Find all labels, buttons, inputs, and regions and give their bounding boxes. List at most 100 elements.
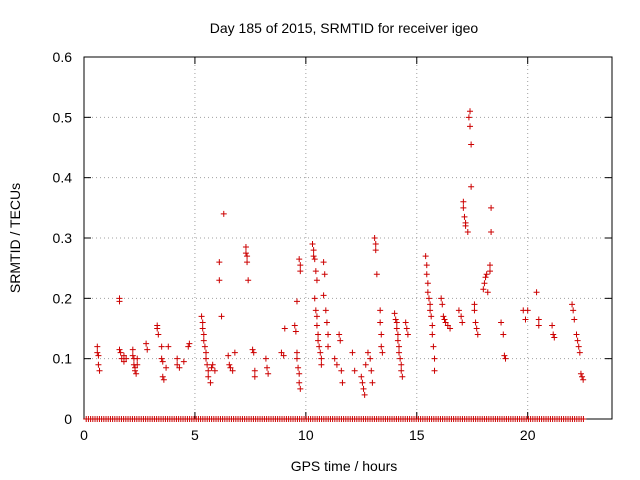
data-point-144 (394, 331, 401, 338)
data-point-136 (377, 319, 384, 326)
data-point-129 (368, 367, 375, 374)
data-point-82 (293, 355, 300, 362)
data-point-46 (203, 349, 210, 356)
data-point-14 (129, 352, 136, 359)
data-point-140 (391, 310, 398, 317)
data-point-219 (571, 316, 578, 323)
data-point-44 (200, 337, 207, 344)
data-point-151 (399, 373, 406, 380)
data-point-68 (245, 277, 252, 284)
data-point-96 (313, 277, 320, 284)
data-point-84 (296, 370, 303, 377)
data-point-105 (318, 355, 325, 362)
data-point-150 (398, 367, 405, 374)
data-point-174 (444, 322, 451, 329)
data-point-180 (460, 204, 467, 211)
data-point-74 (264, 364, 271, 371)
data-point-211 (533, 289, 540, 296)
data-point-48 (204, 361, 211, 368)
data-point-90 (297, 268, 304, 275)
data-point-215 (550, 331, 557, 338)
data-point-51 (207, 379, 214, 386)
data-point-43 (200, 331, 207, 338)
data-point-213 (535, 322, 542, 329)
data-point-101 (315, 331, 322, 338)
data-point-54 (211, 367, 218, 374)
data-point-103 (316, 343, 323, 350)
data-point-104 (317, 349, 324, 356)
data-point-184 (464, 228, 471, 235)
data-point-165 (429, 331, 436, 338)
data-point-218 (570, 307, 577, 314)
data-point-1 (94, 349, 101, 356)
data-point-36 (176, 364, 183, 371)
data-point-79 (291, 322, 298, 329)
data-point-70 (250, 349, 257, 356)
data-point-31 (160, 376, 167, 383)
data-point-164 (429, 322, 436, 329)
y-tick-label-1: 0.1 (53, 351, 73, 367)
data-point-53 (209, 361, 216, 368)
data-point-42 (199, 325, 206, 332)
data-point-98 (312, 307, 319, 314)
data-point-195 (480, 286, 487, 293)
data-point-111 (323, 319, 330, 326)
data-point-190 (471, 301, 478, 308)
data-point-154 (404, 331, 411, 338)
data-point-32 (163, 364, 170, 371)
y-tick-label-0: 0 (64, 411, 72, 427)
data-point-178 (459, 319, 466, 326)
data-point-22 (143, 340, 150, 347)
data-point-4 (96, 367, 103, 374)
x-tick-label-0: 0 (80, 427, 88, 443)
data-point-172 (441, 316, 448, 323)
axes-layer: 0 0.1 0.2 0.3 0.4 0.5 0.6 0 5 10 15 20 (53, 49, 613, 443)
data-point-205 (500, 331, 507, 338)
data-point-141 (392, 316, 399, 323)
data-point-39 (186, 340, 193, 347)
data-point-183 (462, 222, 469, 229)
data-point-192 (472, 319, 479, 326)
data-point-71 (251, 367, 258, 374)
data-point-89 (297, 262, 304, 269)
data-point-171 (440, 313, 447, 320)
data-point-45 (201, 343, 208, 350)
data-point-99 (313, 313, 320, 320)
data-point-121 (351, 367, 358, 374)
data-point-142 (393, 319, 400, 326)
data-point-55 (216, 259, 223, 266)
data-point-3 (95, 361, 102, 368)
data-point-88 (296, 256, 303, 263)
data-point-148 (397, 355, 404, 362)
data-point-134 (373, 271, 380, 278)
data-point-13 (129, 346, 136, 353)
data-point-221 (574, 337, 581, 344)
data-point-56 (216, 277, 223, 284)
data-point-73 (262, 355, 269, 362)
data-point-168 (431, 367, 438, 374)
data-point-67 (244, 259, 251, 266)
data-point-69 (249, 346, 256, 353)
data-point-220 (573, 331, 580, 338)
data-point-112 (325, 331, 332, 338)
data-point-83 (295, 364, 302, 371)
data-point-173 (442, 319, 449, 326)
data-point-133 (372, 247, 379, 254)
y-tick-label-3: 0.3 (53, 230, 73, 246)
data-point-78 (281, 325, 288, 332)
data-point-72 (251, 373, 258, 380)
data-point-107 (320, 259, 327, 266)
data-point-153 (403, 325, 410, 332)
data-point-147 (396, 349, 403, 356)
data-point-162 (427, 307, 434, 314)
chart-title: Day 185 of 2015, SRMTID for receiver ige… (210, 20, 479, 36)
data-point-37 (180, 358, 187, 365)
data-point-64 (242, 244, 249, 251)
data-point-158 (424, 280, 431, 287)
data-point-145 (394, 337, 401, 344)
data-point-193 (473, 325, 480, 332)
data-point-207 (502, 355, 509, 362)
grid-layer (84, 57, 612, 419)
data-point-93 (310, 253, 317, 260)
